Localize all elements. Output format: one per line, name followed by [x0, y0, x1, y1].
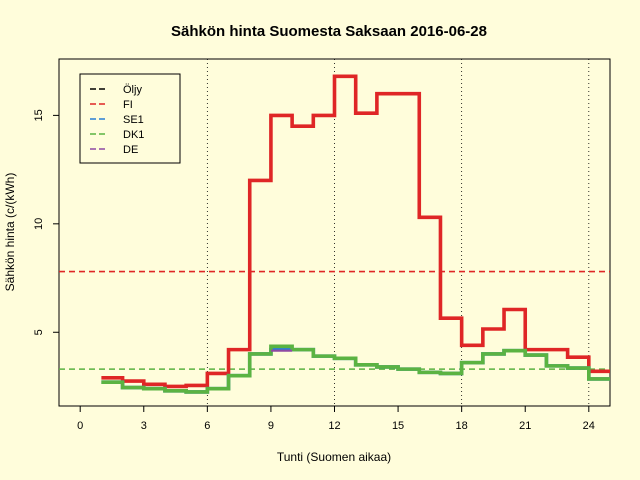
legend-label-de: DE — [123, 144, 138, 156]
x-axis-label: Tunti (Suomen aikaa) — [277, 450, 391, 464]
series-line-fi — [101, 74, 610, 389]
x-tick-label: 18 — [456, 420, 468, 432]
y-axis-label: Sähkön hinta (c/(kWh) — [3, 173, 17, 292]
y-tick-label: 5 — [33, 329, 45, 335]
legend-label-öljy: Öljy — [123, 84, 142, 96]
x-tick-label: 21 — [519, 420, 531, 432]
x-tick-label: 3 — [141, 420, 147, 432]
x-tick-label: 0 — [77, 420, 83, 432]
legend-label-fi: FI — [123, 99, 133, 111]
legend-label-se1: SE1 — [123, 114, 144, 126]
legend: Öljy FI SE1 DK1 DE — [79, 73, 181, 164]
legend-label-dk1: DK1 — [123, 129, 144, 141]
x-tick-label: 9 — [268, 420, 274, 432]
x-tick-label: 24 — [583, 420, 595, 432]
x-tick-label: 15 — [392, 420, 404, 432]
x-tick-label: 12 — [328, 420, 340, 432]
y-tick-label: 15 — [33, 109, 45, 121]
legend-box — [79, 73, 181, 164]
x-tick-label: 6 — [204, 420, 210, 432]
chart-title: Sähkön hinta Suomesta Saksaan 2016-06-28 — [171, 23, 487, 40]
series-line-dk1 — [101, 344, 610, 394]
y-tick-label: 10 — [33, 218, 45, 230]
